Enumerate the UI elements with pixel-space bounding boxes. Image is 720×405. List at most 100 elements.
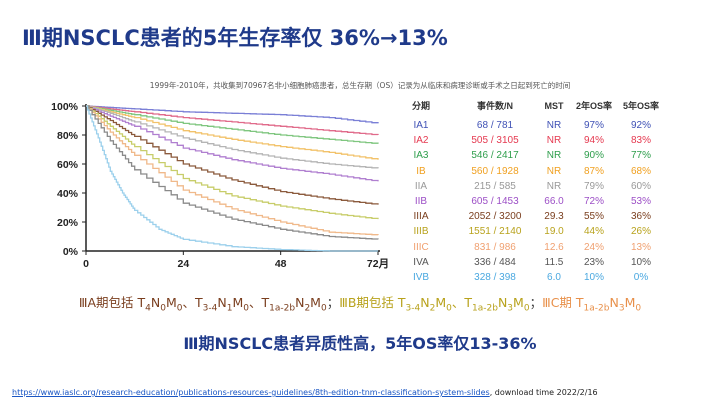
table-header-cell: 事件数/N [476,101,513,111]
table-cell-os2: 97% [583,120,604,131]
table-cell-os5: 53% [630,196,651,207]
table-cell-mst: 6.0 [547,272,561,283]
table-cell-mst: NR [546,120,562,131]
table-cell-os2: 87% [583,165,604,177]
tnm-letter: M [310,295,321,310]
tnm-subscript: 0 [320,303,327,314]
table-cell-os2: 23% [583,256,604,268]
stage-iiib-definition: ⅢB期包括 T3-4N2M0、T1a-2bN3M0 [339,295,529,314]
table-cell-os2: 94% [583,135,604,147]
tnm-letter: N [609,295,619,310]
table-cell-stage: IIB [414,196,428,207]
table-cell-stage: IIIC [413,241,429,253]
chart-subtitle: 1999年-2010年，共收集到70967名非小细胞肺癌患者，总生存期（OS）记… [149,81,571,90]
series-line-iia [86,105,379,169]
table-cell-n: 215 / 585 [474,180,516,192]
x-tick-label: 48 [275,258,287,270]
x-tick-label: 0 [83,258,89,270]
series-line-ib [86,105,379,160]
table-cell-os5: 10% [630,256,651,268]
stage-definitions: ⅢA期包括 T4N0M0、T3-4N1M0、T1a-2bN2M0；ⅢB期包括 T… [0,292,720,314]
series-line-ia1 [86,105,379,124]
table-header-cell: 5年OS率 [622,101,659,111]
tnm-subscript: 3-4 [202,303,218,314]
tnm-subscript: 3 [618,303,625,314]
tnm-subscript: 1a-2b [269,303,296,314]
table-cell-os2: 10% [583,272,604,283]
download-time: , download time 2022/2/16 [489,388,598,397]
table-cell-os2: 72% [583,196,604,207]
table-cell-os5: 13% [630,241,651,253]
table-cell-stage: IIA [414,180,428,192]
stage-iiib-definition-prefix: ⅢB期包括 [339,295,398,310]
x-tick-label: 24 [177,258,189,270]
table-cell-os2: 79% [583,180,604,192]
table-cell-os5: 0% [633,272,649,283]
tnm-subscript: 0 [160,303,166,314]
tnm-subscript: 4 [145,303,151,314]
table-cell-os2: 90% [583,150,604,162]
table-cell-mst: 29.3 [544,211,564,223]
tnm-subscript: 0 [243,303,249,314]
table-cell-stage: IA2 [413,135,429,147]
tnm-subscript: 2 [429,303,436,314]
y-tick-label: 20% [57,217,79,229]
conclusion-text: Ⅲ期NSCLC患者异质性高，5年OS率仅13-36% [183,334,537,353]
tnm-letter: T [575,295,584,310]
table-cell-n: 605 / 1453 [471,196,519,207]
table-cell-n: 68 / 781 [476,120,514,131]
tnm-letter: N [295,295,305,310]
separator: ； [529,295,543,310]
table-cell-n: 831 / 986 [474,241,516,253]
stage-iiia-definition: ⅢA期包括 T4N0M0、T3-4N1M0、T1a-2bN2M0 [79,295,327,314]
table-cell-mst: 19.0 [544,226,564,238]
table-cell-os5: 26% [630,226,651,238]
table-header-cell: 分期 [411,101,430,111]
tnm-subscript: 3 [507,303,514,314]
table-cell-stage: IIIA [413,211,429,223]
table-cell-mst: NR [546,135,562,147]
tnm-letter: M [166,295,177,310]
table-cell-n: 336 / 484 [474,256,516,268]
table-cell-n: 328 / 398 [474,272,516,283]
table-cell-mst: NR [546,150,562,162]
table-cell-os5: 36% [630,211,651,223]
table-cell-os5: 83% [630,135,651,147]
table-cell-n: 560 / 1928 [471,165,519,177]
table-cell-mst: NR [546,180,562,192]
series-line-ivb [86,105,378,252]
tnm-subscript: 3-4 [405,303,421,314]
table-cell-mst: 12.6 [544,241,564,253]
tnm-subscript: 1a-2b [583,303,610,314]
tnm-letter: T [397,295,406,310]
separator: ； [326,295,340,310]
table-header-cell: MST [544,101,564,111]
tnm-letter: 、T [182,295,203,310]
table-cell-os5: 68% [630,165,651,177]
stage-iiic-definition-prefix: ⅢC期 [542,295,576,310]
tnm-letter: N [497,295,508,310]
tnm-letter: 、T [451,295,472,310]
table-cell-mst: NR [546,165,562,177]
table-header-cell: 2年OS率 [575,101,612,111]
tnm-letter: M [624,295,636,310]
table-cell-stage: IA3 [413,150,429,162]
table-cell-os2: 55% [583,211,604,223]
tnm-letter: N [217,295,227,310]
series-line-ia3 [86,105,379,144]
tnm-letter: M [435,295,447,310]
table-cell-stage: IVA [413,256,429,268]
table-cell-mst: 66.0 [544,196,564,207]
series-line-iiia [86,105,379,205]
table-cell-stage: IA1 [413,120,429,131]
source-link[interactable]: https://www.iaslc.org/research-education… [12,388,490,397]
table-cell-mst: 11.5 [544,256,564,268]
series-line-iiib [86,105,379,220]
table-cell-n: 2052 / 3200 [468,211,522,223]
tnm-subscript: 0 [635,303,642,314]
y-tick-label: 0% [63,246,79,258]
footer-source: https://www.iaslc.org/research-education… [12,388,598,397]
stage-iiic-definition: ⅢC期 T1a-2bN3M0 [542,295,641,314]
table-cell-stage: IIIB [413,226,429,238]
